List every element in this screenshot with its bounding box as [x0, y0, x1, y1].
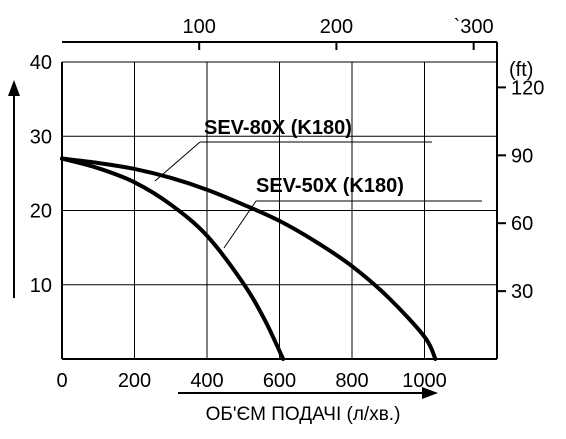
right-tick-label-1: 60: [511, 213, 533, 235]
x-tick-label-800: 800: [335, 370, 368, 392]
top-axis-ticks: 100 200 `300: [183, 16, 494, 50]
series-annotations: SEV-80X (K180) SEV-50X (K180): [154, 117, 482, 249]
x-tick-label-200: 200: [118, 370, 151, 392]
y-arrow-head: [8, 80, 20, 96]
x-arrow-head: [422, 387, 438, 399]
x-axis-label: ОБ'ЄМ ПОДАЧІ (л/хв.): [206, 404, 401, 425]
top-tick-label-1: 200: [320, 16, 353, 38]
right-tick-label-2: 90: [511, 145, 533, 167]
axis-arrows: [8, 80, 438, 399]
x-tick-label-1000: 1000: [402, 370, 447, 392]
right-tick-label-3: 120: [511, 77, 544, 99]
right-tick-label-0: 30: [511, 281, 533, 303]
series-line-0: [60, 156, 438, 361]
right-axis-unit: (ft): [509, 59, 533, 81]
leader-line-0: [154, 141, 201, 182]
right-axis-ticks: 30 60 90 120(ft): [497, 59, 544, 303]
y-tick-label-10: 10: [30, 275, 52, 297]
y-tick-label-30: 30: [30, 126, 52, 148]
series-curves: [60, 156, 438, 361]
top-tick-label-0: 100: [183, 16, 216, 38]
y-tick-label-20: 20: [30, 201, 52, 223]
series-label-1: SEV-50X (K180): [256, 175, 404, 197]
top-tick-label-2: `300: [454, 16, 494, 38]
x-tick-label-0: 0: [56, 370, 67, 392]
series-label-0: SEV-80X (K180): [204, 117, 352, 139]
y-axis-ticks: 10 20 30 40: [30, 52, 52, 297]
series-line-1: [60, 156, 286, 361]
plot-frame: [61, 41, 498, 360]
x-tick-label-600: 600: [263, 370, 296, 392]
y-tick-label-40: 40: [30, 52, 52, 74]
leader-line-1: [223, 200, 257, 249]
x-tick-label-400: 400: [190, 370, 223, 392]
x-axis-ticks: 0 200 400 600 800 1000: [56, 370, 446, 392]
grid: [62, 62, 497, 359]
